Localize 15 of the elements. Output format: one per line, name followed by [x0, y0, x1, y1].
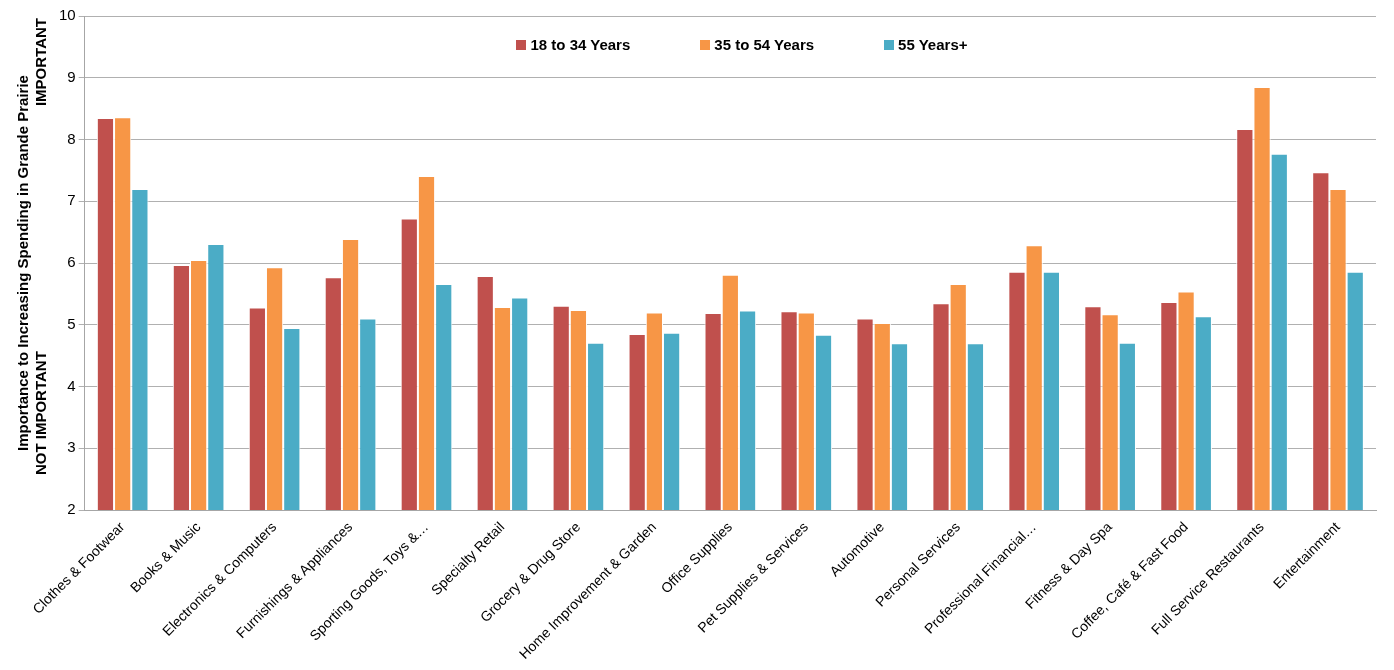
text: NOT IMPORTANT — [32, 351, 50, 476]
y-axis-title: Importance to Increasing Spending in Grande Prairie — [14, 75, 32, 451]
y-tick-label: 5 — [67, 314, 76, 332]
y-tick-label: 2 — [67, 500, 76, 518]
text: IMPORTANT — [32, 18, 50, 107]
y-tick-label: 8 — [67, 129, 76, 147]
legend-label: 55 Years+ — [898, 36, 968, 53]
y-tick-label: 3 — [67, 438, 76, 456]
y-tick-label: 4 — [67, 376, 76, 394]
y-tick-label: 7 — [67, 191, 76, 209]
legend-label: 18 to 34 Years — [530, 36, 631, 53]
y-tick-label: 9 — [67, 67, 76, 85]
legend-label: 35 to 54 Years — [714, 36, 815, 53]
y-tick-label: 6 — [67, 253, 76, 271]
y-tick-label: 10 — [59, 6, 76, 24]
